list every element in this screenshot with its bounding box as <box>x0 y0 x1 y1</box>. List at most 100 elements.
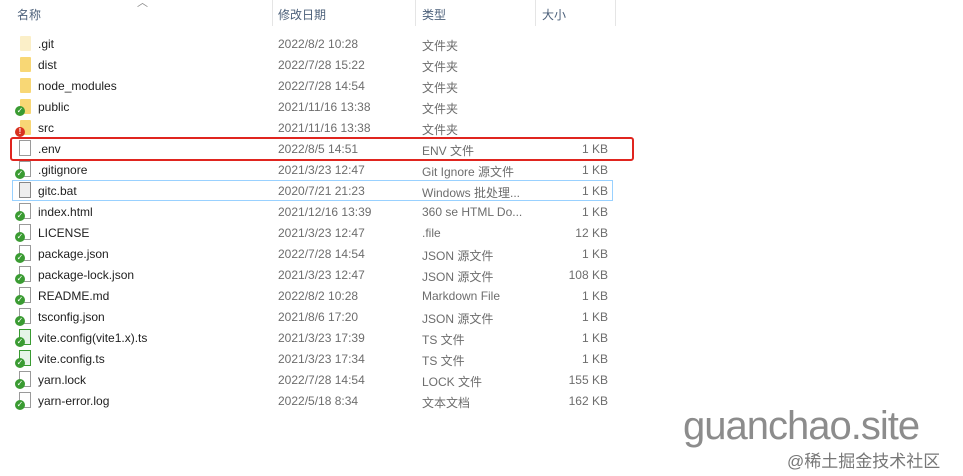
file-name: yarn.lock <box>38 373 87 387</box>
watermark-site: guanchao.site <box>683 404 920 448</box>
file-type: JSON 源文件 <box>422 312 494 326</box>
file-type: Markdown File <box>422 289 501 303</box>
file-row[interactable]: ✓ .gitignore 2021/3/23 12:47 Git Ignore 源文件… <box>12 159 612 180</box>
file-row[interactable]: ✓ index.html 2021/12/16 13:39 360 se HTML D… <box>12 201 612 222</box>
file-row[interactable]: ! src 2021/11/16 13:38 文件夹 <box>12 117 612 138</box>
file-size: 1 KB <box>581 352 608 366</box>
header-name[interactable]: 名称 <box>17 8 42 22</box>
file-size: 1 KB <box>581 163 608 177</box>
check-badge-icon: ✓ <box>15 337 25 347</box>
file-row[interactable]: .env 2022/8/5 14:51 ENV 文件 1 KB <box>12 138 612 159</box>
check-badge-icon: ✓ <box>15 379 25 389</box>
file-name: gitc.bat <box>38 184 77 198</box>
file-row[interactable]: ✓ LICENSE 2021/3/23 12:47 .file 12 KB <box>12 222 612 243</box>
file-name: node_modules <box>38 79 117 93</box>
file-date: 2022/7/28 14:54 <box>278 247 365 261</box>
folder-check-icon <box>20 99 31 114</box>
file-date: 2021/3/23 12:47 <box>278 268 365 282</box>
file-size: 1 KB <box>581 289 608 303</box>
column-divider[interactable] <box>272 0 273 26</box>
column-divider[interactable] <box>615 0 616 26</box>
file-name: yarn-error.log <box>38 394 110 408</box>
file-date: 2021/3/23 17:34 <box>278 352 365 366</box>
file-row[interactable]: ✓ README.md 2022/8/2 10:28 Markdown File 1 K… <box>12 285 612 306</box>
file-icon <box>19 140 31 156</box>
header-date[interactable]: 修改日期 <box>278 8 327 22</box>
file-size: 1 KB <box>581 331 608 345</box>
file-date: 2021/11/16 13:38 <box>278 121 371 135</box>
file-date: 2020/7/21 21:23 <box>278 184 365 198</box>
file-type: 文件夹 <box>422 123 459 137</box>
file-row[interactable]: dist 2022/7/28 15:22 文件夹 <box>12 54 612 75</box>
check-badge-icon: ✓ <box>15 106 25 116</box>
folder-icon <box>20 78 31 93</box>
column-header: ︿ 名称 修改日期 类型 大小 <box>0 0 963 28</box>
check-badge-icon: ✓ <box>15 211 25 221</box>
file-row[interactable]: ✓ vite.config(vite1.x).ts 2021/3/23 17:39 T… <box>12 327 612 348</box>
file-name: package.json <box>38 247 109 261</box>
file-size: 1 KB <box>581 310 608 324</box>
file-date: 2021/3/23 17:39 <box>278 331 365 345</box>
check-badge-icon: ✓ <box>15 358 25 368</box>
folder-error-icon <box>20 120 31 135</box>
file-date: 2021/12/16 13:39 <box>278 205 372 219</box>
file-size: 1 KB <box>581 142 608 156</box>
check-badge-icon: ✓ <box>15 400 25 410</box>
file-type: JSON 源文件 <box>422 270 494 284</box>
file-row[interactable]: gitc.bat 2020/7/21 21:23 Windows 批处理... 1 K… <box>12 180 612 201</box>
file-type: 文件夹 <box>422 81 459 95</box>
file-size: 108 KB <box>568 268 608 282</box>
watermark-community: @稀土掘金技术社区 <box>787 452 941 471</box>
file-row[interactable]: node_modules 2022/7/28 14:54 文件夹 <box>12 75 612 96</box>
file-size: 12 KB <box>575 226 608 240</box>
file-row[interactable]: ✓ yarn.lock 2022/7/28 14:54 LOCK 文件 155 KB <box>12 369 612 390</box>
file-row[interactable]: ✓ public 2021/11/16 13:38 文件夹 <box>12 96 612 117</box>
file-row[interactable]: ✓ vite.config.ts 2021/3/23 17:34 TS 文件 1 KB <box>12 348 612 369</box>
file-row[interactable]: ✓ package-lock.json 2021/3/23 12:47 JSON 源文… <box>12 264 612 285</box>
file-name: vite.config.ts <box>38 352 105 366</box>
file-name: vite.config(vite1.x).ts <box>38 331 148 345</box>
file-row[interactable]: .git 2022/8/2 10:28 文件夹 <box>12 33 612 54</box>
bat-file-icon <box>19 182 31 198</box>
header-type[interactable]: 类型 <box>422 8 447 22</box>
file-date: 2021/11/16 13:38 <box>278 100 371 114</box>
file-date: 2022/8/5 14:51 <box>278 142 359 156</box>
column-divider[interactable] <box>415 0 416 26</box>
check-badge-icon: ✓ <box>15 295 25 305</box>
file-row[interactable]: ✓ tsconfig.json 2021/8/6 17:20 JSON 源文件 1 KB <box>12 306 612 327</box>
file-type: .file <box>422 226 441 240</box>
file-row[interactable]: ✓ yarn-error.log 2022/5/18 8:34 文本文档 162 KB <box>12 390 612 411</box>
file-name: dist <box>38 58 57 72</box>
error-badge-icon: ! <box>15 127 25 137</box>
file-size: 155 KB <box>568 373 608 387</box>
file-row[interactable]: ✓ package.json 2022/7/28 14:54 JSON 源文件 1 KB <box>12 243 612 264</box>
folder-hidden-icon <box>20 36 31 51</box>
file-date: 2022/8/2 10:28 <box>278 289 359 303</box>
column-divider[interactable] <box>535 0 536 26</box>
file-size: 1 KB <box>581 205 608 219</box>
file-type: 文件夹 <box>422 39 459 53</box>
chevron-up-icon: ︿ <box>137 0 148 9</box>
file-date: 2021/3/23 12:47 <box>278 226 365 240</box>
file-date: 2022/8/2 10:28 <box>278 37 359 51</box>
check-badge-icon: ✓ <box>15 169 25 179</box>
file-name: public <box>38 100 70 114</box>
file-name: package-lock.json <box>38 268 135 282</box>
highlight-box <box>10 137 634 161</box>
file-type: TS 文件 <box>422 333 465 347</box>
file-type: Git Ignore 源文件 <box>422 165 515 179</box>
file-type: LOCK 文件 <box>422 375 483 389</box>
file-name: src <box>38 121 54 135</box>
file-name: index.html <box>38 205 93 219</box>
file-size: 162 KB <box>568 394 608 408</box>
file-size: 1 KB <box>581 247 608 261</box>
file-date: 2022/7/28 14:54 <box>278 373 365 387</box>
check-badge-icon: ✓ <box>15 274 25 284</box>
header-size[interactable]: 大小 <box>542 8 567 22</box>
file-name: .gitignore <box>38 163 88 177</box>
file-date: 2021/3/23 12:47 <box>278 163 365 177</box>
file-type: 360 se HTML Do... <box>422 205 523 219</box>
file-type: ENV 文件 <box>422 144 475 158</box>
check-badge-icon: ✓ <box>15 316 25 326</box>
file-type: Windows 批处理... <box>422 186 521 200</box>
